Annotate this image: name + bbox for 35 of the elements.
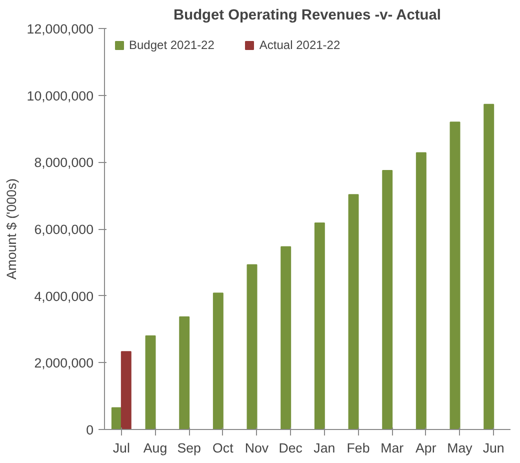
legend-label: Budget 2021-22 <box>129 38 214 52</box>
bar <box>348 194 359 430</box>
bar <box>246 264 258 430</box>
chart-title: Budget Operating Revenues -v- Actual <box>174 8 441 24</box>
y-tick-label: 2,000,000 <box>34 356 94 371</box>
x-tick-label: Apr <box>416 440 437 456</box>
y-tick-label: 12,000,000 <box>26 22 94 36</box>
bar <box>416 152 426 430</box>
x-tick-label: May <box>447 440 473 456</box>
y-tick-label: 6,000,000 <box>34 222 94 237</box>
legend-label: Actual 2021-22 <box>259 38 340 52</box>
bar <box>484 104 494 430</box>
x-tick-label: Mar <box>380 440 404 456</box>
y-tick-label: 10,000,000 <box>26 88 94 104</box>
bar <box>450 122 460 430</box>
x-tick-label: Oct <box>212 440 234 456</box>
x-tick-label: Nov <box>244 440 269 456</box>
x-tick-label: Jul <box>112 440 130 456</box>
x-tick-label: Sep <box>177 440 201 456</box>
x-tick-label: Dec <box>278 440 303 456</box>
x-tick-label: Jan <box>314 440 336 456</box>
bar <box>179 316 190 430</box>
y-tick-label: 4,000,000 <box>34 288 94 304</box>
bar <box>280 246 292 430</box>
bar <box>212 292 224 430</box>
y-tick-label: 8,000,000 <box>34 155 94 170</box>
bar <box>314 222 325 430</box>
x-tick-label: Feb <box>346 440 370 456</box>
x-tick-label: Jun <box>482 440 504 456</box>
y-axis-title: Amount $ ('000s) <box>4 178 19 280</box>
y-tick-label: 0 <box>86 422 94 438</box>
bar <box>120 351 132 430</box>
bar <box>382 170 393 430</box>
bar <box>145 335 156 430</box>
x-tick-label: Aug <box>143 440 168 456</box>
